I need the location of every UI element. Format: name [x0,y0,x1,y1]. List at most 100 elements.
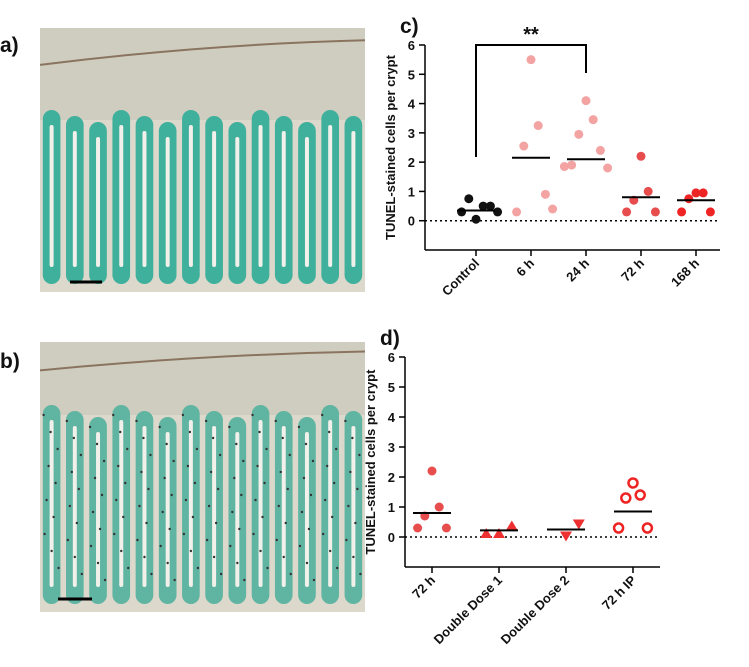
point [581,96,591,106]
crypt-lumen [235,137,240,267]
stain [321,532,325,536]
crypt-lumen [96,432,101,587]
stain [254,498,257,502]
x-tick-label: Double Dose 2 [498,573,572,647]
crypt-lumen [119,420,124,587]
stain [100,493,104,497]
stain [298,544,302,548]
stain [266,566,269,570]
stain [75,521,79,525]
stain [113,532,116,536]
stain [300,510,304,514]
point [684,194,694,204]
significance-label: ** [523,24,539,46]
point [643,186,653,196]
micrograph [40,342,365,612]
point [641,522,654,534]
stain [332,481,336,485]
point [493,528,505,538]
y-tick-label: 2 [408,155,415,170]
tissue [40,28,365,292]
crypt-lumen [304,137,309,267]
crypt-lumen [212,426,217,587]
stain [158,425,161,429]
stain [68,504,72,508]
panel-label: c) [400,15,419,38]
crypt-lumen [188,420,193,587]
stain [47,464,50,468]
x-tick-label: Control [439,256,482,299]
stain [354,521,357,525]
crypt-lumen [235,432,240,587]
stain [356,487,359,491]
stain [91,510,95,514]
stain [263,481,266,485]
stain [188,430,192,434]
stain [275,538,278,542]
stain [42,413,45,417]
stain [93,476,97,480]
stain [282,555,285,559]
stain [335,566,339,570]
stain [142,436,145,440]
stain [165,442,168,446]
stain [196,566,200,570]
point [540,189,550,199]
y-tick-label: 4 [408,97,416,112]
crypt-lumen [351,426,356,587]
stain [77,487,81,491]
stain [323,498,327,502]
point [493,207,503,217]
stain [304,442,308,446]
stain [265,447,268,451]
point [572,519,585,530]
stain [168,527,171,531]
stain [288,453,291,457]
point [705,207,715,217]
stain [233,476,236,480]
serosa [40,350,365,372]
point [427,466,437,476]
tissue [40,342,365,612]
crypt-lumen [258,420,263,587]
stain [277,504,280,508]
stain [352,555,355,559]
crypt-lumen [188,125,193,267]
y-tick-label: 5 [388,380,395,395]
stain [95,442,99,446]
point [574,129,584,139]
stain [228,425,231,429]
stain [344,419,347,423]
stain [209,470,213,474]
stain [89,544,93,548]
stain [212,555,216,559]
point [441,523,451,533]
y-axis-label: TUNEL-stained cells per crypt [363,369,378,555]
stain [147,487,150,491]
stain [49,430,52,434]
x-tick-label: 72 h IP [599,572,639,612]
stain [170,493,173,497]
point [627,477,639,489]
stain [103,578,107,582]
stain [57,566,60,570]
y-tick-label: 5 [408,67,415,82]
crypt-lumen [72,426,77,587]
stain [122,515,125,519]
point [526,55,536,65]
stain [65,419,69,423]
stain [195,447,199,451]
stain [274,419,277,423]
stain [325,464,329,468]
stain [172,459,175,463]
y-axis-label: TUNEL-stained cells per crypt [383,54,398,240]
mucosa-top [40,342,365,415]
stain [345,538,348,542]
crypt-lumen [49,125,54,267]
stain [166,561,169,565]
crypt-lumen [212,131,217,267]
stain [115,498,118,502]
point [413,523,423,533]
stain [327,430,331,434]
stain [88,425,92,429]
